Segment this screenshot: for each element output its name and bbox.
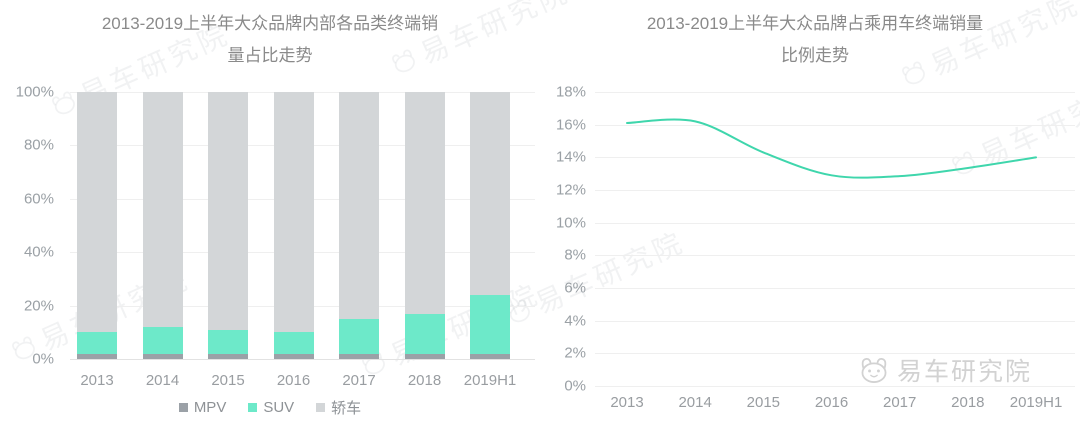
- legend-item-MPV: MPV: [178, 399, 227, 416]
- gridline: [595, 288, 1075, 289]
- legend-label: SUV: [263, 399, 295, 416]
- y-tick-label: 4%: [564, 312, 586, 330]
- yiche-cat-logo-icon: [858, 357, 890, 384]
- yiche-brand-watermark: 易车研究院: [858, 352, 1032, 388]
- left-x-axis: 2013 2014 2015 2016 2017 2018 2019H1: [77, 372, 516, 394]
- bar-2017: [339, 92, 379, 359]
- x-tick-label: 2014: [678, 394, 712, 411]
- gridline: [595, 124, 1075, 126]
- bar-2018: [404, 92, 445, 359]
- bar-segment-轿车: [142, 92, 183, 327]
- bar-segment-MPV: [339, 353, 379, 359]
- left-y-axis: 0% 20% 40% 60% 80% 100%: [0, 84, 58, 368]
- bar-segment-SUV: [77, 332, 117, 354]
- bar-segment-轿车: [208, 92, 248, 330]
- right-chart-title: 2013-2019上半年大众品牌占乘用车终端销量 比例走势: [550, 8, 1080, 72]
- legend-swatch-icon: [248, 403, 258, 412]
- gridline: [595, 320, 1075, 322]
- y-tick-label: 16%: [555, 116, 586, 134]
- gridline: [595, 157, 1075, 159]
- right-y-axis: 0% 2% 4% 6% 8% 10% 12% 14% 16% 18%: [550, 84, 590, 395]
- legend-item-轿车: 轿车: [316, 397, 361, 418]
- bar-segment-MPV: [404, 353, 445, 359]
- bar-segment-轿车: [404, 92, 445, 314]
- right-chart-title-line1: 2013-2019上半年大众品牌占乘用车终端销量: [646, 14, 984, 33]
- y-tick-label: 10%: [555, 214, 586, 232]
- x-tick-label: 2014: [145, 372, 180, 389]
- bar-2019H1: [470, 92, 510, 359]
- bar-segment-MPV: [470, 353, 510, 359]
- bar-segment-MPV: [273, 353, 314, 359]
- left-chart-title: 2013-2019上半年大众品牌内部各品类终端销 量占比走势: [0, 8, 540, 72]
- left-chart-title-line2: 量占比走势: [227, 46, 313, 65]
- x-tick-label: 2017: [882, 394, 917, 411]
- gridline: [595, 92, 1075, 93]
- panel-market-share-chart: 2013-2019上半年大众品牌占乘用车终端销量 比例走势 0% 2% 4% 6% 8%…: [550, 0, 1080, 426]
- bar-2015: [208, 92, 248, 359]
- legend-swatch-icon: [316, 403, 326, 412]
- left-chart-title-line1: 2013-2019上半年大众品牌内部各品类终端销: [101, 14, 439, 33]
- share-trend-line: [626, 118, 1038, 179]
- yiche-brand-text: 易车研究院: [897, 358, 1033, 386]
- bar-segment-SUV: [470, 294, 510, 354]
- x-tick-label: 2013: [610, 394, 644, 411]
- y-tick-label: 12%: [555, 181, 586, 199]
- x-tick-label: 2017: [342, 372, 376, 389]
- y-tick-label: 0%: [32, 350, 54, 368]
- right-chart-title-line2: 比例走势: [781, 46, 849, 65]
- y-tick-label: 6%: [564, 279, 586, 297]
- legend-item-SUV: SUV: [248, 399, 294, 416]
- bar-segment-轿车: [77, 92, 117, 333]
- legend-label: MPV: [193, 399, 227, 416]
- bar-segment-SUV: [404, 313, 445, 354]
- right-gridlines: [595, 92, 1075, 387]
- gridline: [595, 386, 1075, 387]
- left-legend: MPV SUV 轿车: [0, 397, 540, 418]
- x-tick-label: 2016: [276, 372, 311, 389]
- bar-segment-SUV: [273, 332, 314, 354]
- y-tick-label: 40%: [23, 243, 54, 261]
- bar-segment-MPV: [208, 353, 248, 359]
- legend-swatch-icon: [178, 403, 188, 412]
- y-tick-label: 60%: [23, 190, 54, 208]
- gridline: [70, 359, 535, 360]
- bar-segment-轿车: [339, 92, 379, 319]
- y-tick-label: 14%: [555, 148, 586, 166]
- gridline: [595, 190, 1075, 191]
- bar-segment-MPV: [77, 353, 117, 359]
- x-tick-label: 2018: [407, 372, 442, 389]
- gridline: [595, 222, 1075, 224]
- y-tick-label: 100%: [15, 83, 54, 101]
- bar-segment-SUV: [142, 326, 183, 354]
- y-tick-label: 20%: [23, 297, 54, 315]
- bar-segment-SUV: [339, 318, 379, 354]
- gridline: [595, 353, 1075, 355]
- legend-label: 轿车: [331, 400, 362, 417]
- bar-segment-轿车: [470, 92, 510, 295]
- bar-2016: [273, 92, 314, 359]
- x-tick-label: 2013: [80, 372, 114, 389]
- gridline: [595, 255, 1075, 257]
- bar-segment-MPV: [142, 353, 183, 359]
- right-x-axis: 2013 2014 2015 2016 2017 2018 2019H1: [595, 394, 1071, 416]
- x-tick-label: 2019H1: [463, 372, 517, 389]
- x-tick-label: 2019H1: [1009, 394, 1063, 411]
- left-bar-series: [77, 92, 510, 359]
- x-tick-label: 2018: [951, 394, 985, 411]
- x-tick-label: 2016: [814, 394, 849, 411]
- bar-segment-轿车: [273, 92, 314, 333]
- y-tick-label: 80%: [23, 136, 54, 154]
- x-tick-label: 2015: [746, 394, 781, 411]
- x-tick-label: 2015: [211, 372, 245, 389]
- line-series-path: [626, 118, 1038, 179]
- y-tick-label: 8%: [564, 246, 586, 264]
- panel-category-share-chart: 2013-2019上半年大众品牌内部各品类终端销 量占比走势 0% 20% 40% 6…: [0, 8, 540, 418]
- bar-segment-SUV: [208, 329, 248, 354]
- bar-2013: [77, 92, 117, 359]
- bar-2014: [142, 92, 183, 359]
- y-tick-label: 0%: [564, 377, 586, 395]
- y-tick-label: 2%: [564, 344, 586, 362]
- y-tick-label: 18%: [555, 83, 586, 101]
